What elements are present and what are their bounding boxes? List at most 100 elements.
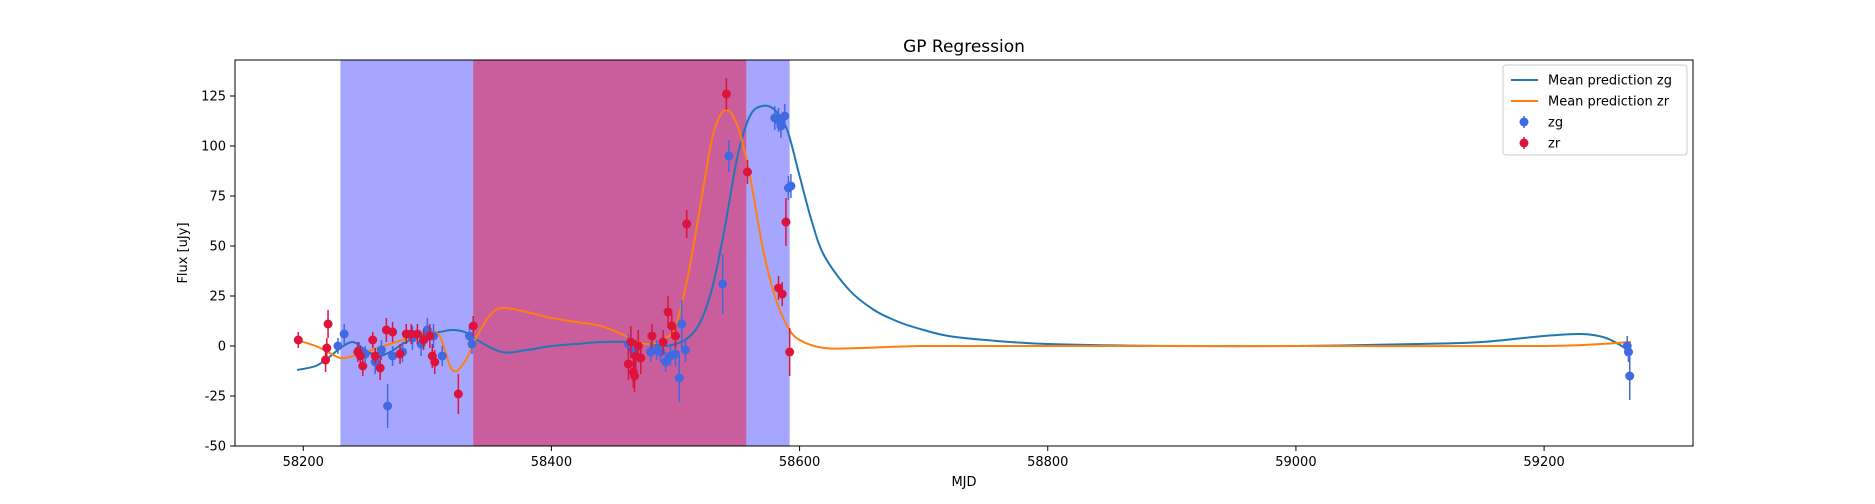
point-marker	[721, 89, 731, 99]
data-point-zg	[467, 334, 477, 354]
legend-marker-swatch	[1519, 138, 1529, 148]
data-point-zr	[682, 210, 692, 238]
point-marker	[453, 389, 463, 399]
point-marker	[671, 331, 681, 341]
y-tick-label: 75	[209, 190, 226, 205]
data-point-zr	[658, 330, 668, 354]
data-point-zr	[468, 316, 478, 336]
data-point-zr	[721, 78, 731, 110]
y-tick-label: -50	[205, 440, 226, 455]
y-tick-label: 125	[201, 90, 226, 105]
data-point-zr	[368, 332, 378, 348]
data-point-zr	[388, 322, 398, 342]
point-marker	[667, 321, 677, 331]
point-marker	[395, 349, 405, 359]
data-point-zg	[786, 174, 796, 198]
data-point-zg	[724, 140, 734, 172]
data-point-zr	[323, 310, 333, 338]
point-marker	[376, 345, 386, 355]
data-point-zr	[322, 338, 332, 358]
point-marker	[375, 363, 385, 373]
point-marker	[388, 351, 398, 361]
point-marker	[1625, 371, 1635, 381]
point-marker	[718, 279, 728, 289]
x-tick-label: 59000	[1275, 455, 1316, 470]
point-marker	[781, 217, 791, 227]
point-marker	[358, 361, 368, 371]
data-point-zg	[677, 300, 687, 348]
y-tick-label: 50	[209, 240, 226, 255]
legend-entry: zr	[1519, 137, 1561, 152]
data-point-zr	[370, 348, 380, 364]
x-tick-label: 58600	[779, 455, 820, 470]
data-point-zg	[661, 352, 671, 372]
data-points	[293, 78, 1635, 428]
legend-label: zg	[1548, 116, 1563, 131]
point-marker	[293, 335, 303, 345]
point-marker	[370, 351, 380, 361]
x-axis-ticks: 58200 58400 58600 58800 59000 59200	[283, 446, 1565, 470]
data-point-zr	[626, 326, 636, 358]
point-marker	[661, 357, 671, 367]
data-point-zr	[742, 160, 752, 184]
y-tick-label: 0	[218, 340, 226, 355]
data-point-zg	[376, 340, 386, 360]
point-marker	[321, 355, 331, 365]
point-marker	[333, 341, 343, 351]
plot-frame	[234, 59, 1694, 447]
data-point-zg	[437, 346, 447, 366]
data-point-zr	[395, 344, 405, 364]
legend: Mean prediction zg Mean prediction zr zg zr	[1502, 64, 1688, 156]
point-marker	[671, 349, 681, 359]
data-point-zg	[1625, 352, 1635, 400]
data-point-zr	[636, 342, 646, 374]
x-axis-label: MJD	[951, 475, 976, 490]
point-marker	[412, 329, 422, 339]
point-marker	[647, 331, 657, 341]
point-marker	[724, 151, 734, 161]
legend-entry: Mean prediction zr	[1511, 95, 1670, 110]
data-point-zg	[780, 104, 790, 128]
point-marker	[368, 335, 378, 345]
data-point-zr	[630, 360, 640, 392]
point-marker	[677, 319, 687, 329]
legend-label: Mean prediction zr	[1548, 95, 1670, 110]
data-point-zg	[388, 346, 398, 366]
data-point-zr	[647, 324, 657, 348]
point-marker	[406, 329, 416, 339]
data-point-zr	[777, 282, 787, 306]
point-marker	[630, 371, 640, 381]
x-tick-label: 58800	[1027, 455, 1068, 470]
data-point-zr	[663, 296, 673, 328]
data-point-zr	[293, 332, 303, 348]
shaded-regions	[340, 60, 790, 446]
data-point-zg	[1623, 342, 1633, 362]
legend-label: Mean prediction zg	[1548, 74, 1672, 89]
data-point-zr	[781, 198, 791, 246]
point-marker	[786, 181, 796, 191]
point-marker	[322, 343, 332, 353]
point-marker	[742, 167, 752, 177]
legend-marker-swatch	[1519, 117, 1529, 127]
point-marker	[468, 321, 478, 331]
point-marker	[682, 219, 692, 229]
data-point-zr	[375, 356, 385, 380]
point-marker	[785, 347, 795, 357]
point-marker	[777, 289, 787, 299]
point-marker	[425, 331, 435, 341]
data-point-zg	[339, 324, 349, 344]
x-tick-label: 58400	[531, 455, 572, 470]
point-marker	[339, 329, 349, 339]
shaded-region-red	[473, 60, 747, 446]
legend-box	[1502, 64, 1688, 156]
x-tick-label: 58200	[283, 455, 324, 470]
point-marker	[780, 111, 790, 121]
point-marker	[430, 357, 440, 367]
data-point-zr	[358, 356, 368, 376]
data-point-zr	[425, 324, 435, 348]
point-marker	[674, 373, 684, 383]
point-marker	[680, 345, 690, 355]
legend-entry: Mean prediction zg	[1511, 74, 1672, 89]
